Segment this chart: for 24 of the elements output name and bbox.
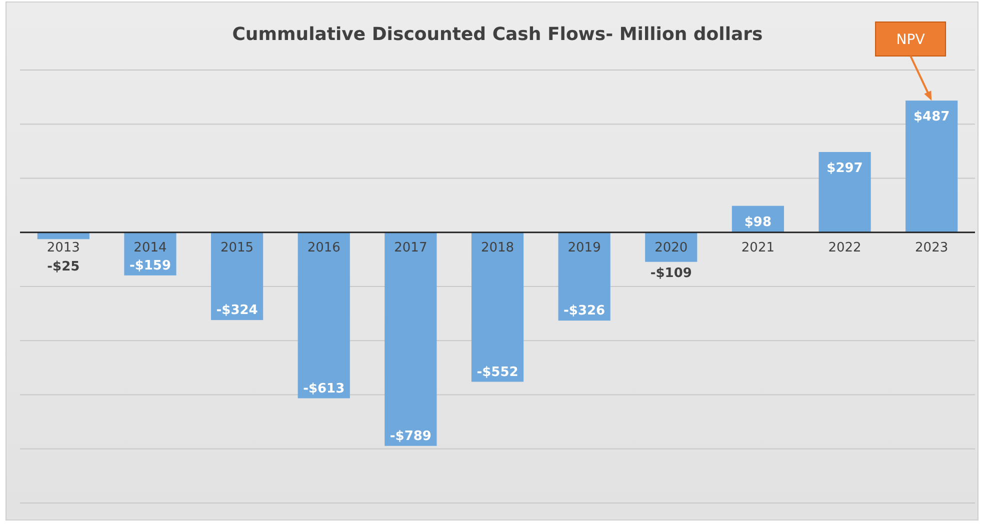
data-label: -$159 [129, 258, 172, 274]
data-label: -$109 [650, 266, 692, 281]
chart-title: Cummulative Discounted Cash Flows- Million dollars [232, 24, 763, 45]
data-label: $297 [826, 161, 863, 176]
data-label: $98 [744, 214, 772, 230]
data-label: -$324 [216, 303, 258, 318]
annotation: NPV [896, 32, 926, 48]
data-label: $487 [913, 110, 950, 125]
data-label: -$552 [476, 364, 518, 380]
x-tick-label: 2017 [394, 240, 428, 256]
x-tick-label: 2022 [828, 240, 862, 256]
data-label: -$613 [303, 381, 345, 396]
data-label: -$326 [564, 304, 606, 319]
x-tick-label: 2019 [568, 240, 601, 256]
x-tick-label: 2016 [307, 240, 340, 256]
x-tick-label: 2021 [741, 240, 774, 256]
x-tick-label: 2013 [46, 240, 80, 256]
data-label: -$25 [47, 259, 80, 274]
x-tick-label: 2020 [654, 240, 688, 256]
x-tick-label: 2014 [134, 240, 167, 256]
x-tick-label: 2018 [480, 240, 514, 256]
data-label: -$789 [390, 428, 432, 444]
x-tick-label: 2023 [915, 240, 948, 256]
x-tick-label: 2015 [220, 240, 254, 256]
